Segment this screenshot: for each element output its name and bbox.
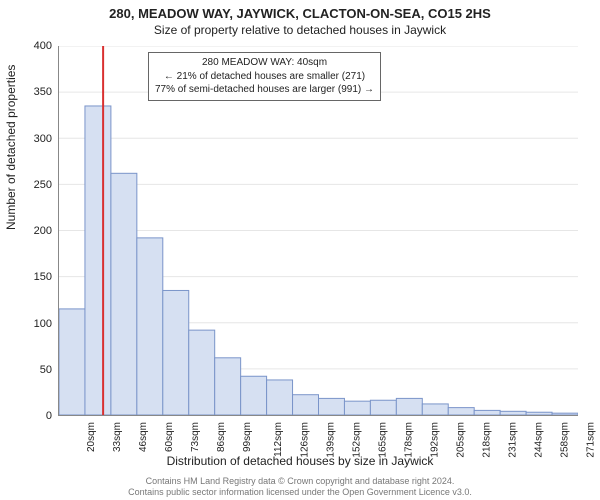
x-tick-label: 244sqm bbox=[534, 422, 545, 458]
x-tick-label: 258sqm bbox=[560, 422, 571, 458]
annotation-line-3: 77% of semi-detached houses are larger (… bbox=[155, 83, 374, 97]
x-tick-label: 60sqm bbox=[164, 422, 175, 452]
x-tick-label: 33sqm bbox=[112, 422, 123, 452]
chart-container: 050100150200250300350400 20sqm33sqm46sqm… bbox=[58, 46, 578, 416]
x-tick-label: 20sqm bbox=[86, 422, 97, 452]
y-tick-label: 400 bbox=[12, 40, 52, 52]
footer-line-2: Contains public sector information licen… bbox=[0, 487, 600, 498]
footer-line-1: Contains HM Land Registry data © Crown c… bbox=[0, 476, 600, 487]
x-tick-label: 178sqm bbox=[404, 422, 415, 458]
page-subtitle: Size of property relative to detached ho… bbox=[0, 21, 600, 37]
y-tick-label: 200 bbox=[12, 225, 52, 237]
y-tick-label: 100 bbox=[12, 318, 52, 330]
x-tick-label: 218sqm bbox=[482, 422, 493, 458]
y-tick-label: 50 bbox=[12, 364, 52, 376]
x-tick-label: 231sqm bbox=[508, 422, 519, 458]
x-axis-label: Distribution of detached houses by size … bbox=[0, 454, 600, 468]
annotation-line-1: 280 MEADOW WAY: 40sqm bbox=[155, 56, 374, 70]
x-tick-label: 112sqm bbox=[273, 422, 284, 457]
x-tick-label: 46sqm bbox=[138, 422, 149, 452]
x-tick-label: 99sqm bbox=[242, 422, 253, 452]
annotation-line-2: ← 21% of detached houses are smaller (27… bbox=[155, 70, 374, 84]
y-tick-label: 350 bbox=[12, 86, 52, 98]
x-tick-label: 165sqm bbox=[378, 422, 389, 458]
x-tick-label: 73sqm bbox=[190, 422, 201, 452]
y-tick-label: 0 bbox=[12, 410, 52, 422]
x-tick-label: 139sqm bbox=[326, 422, 337, 458]
x-tick-label: 192sqm bbox=[430, 422, 441, 458]
x-tick-label: 86sqm bbox=[216, 422, 227, 452]
x-tick-label: 271sqm bbox=[586, 422, 597, 458]
page-title: 280, MEADOW WAY, JAYWICK, CLACTON-ON-SEA… bbox=[0, 0, 600, 21]
x-tick-label: 205sqm bbox=[456, 422, 467, 458]
x-tick-label: 152sqm bbox=[352, 422, 363, 458]
y-tick-label: 150 bbox=[12, 271, 52, 283]
x-tick-label: 126sqm bbox=[300, 422, 311, 458]
annotation-callout: 280 MEADOW WAY: 40sqm ← 21% of detached … bbox=[148, 52, 381, 101]
histogram-plot bbox=[58, 46, 578, 416]
y-tick-label: 300 bbox=[12, 133, 52, 145]
footer-attribution: Contains HM Land Registry data © Crown c… bbox=[0, 476, 600, 499]
y-tick-label: 250 bbox=[12, 179, 52, 191]
